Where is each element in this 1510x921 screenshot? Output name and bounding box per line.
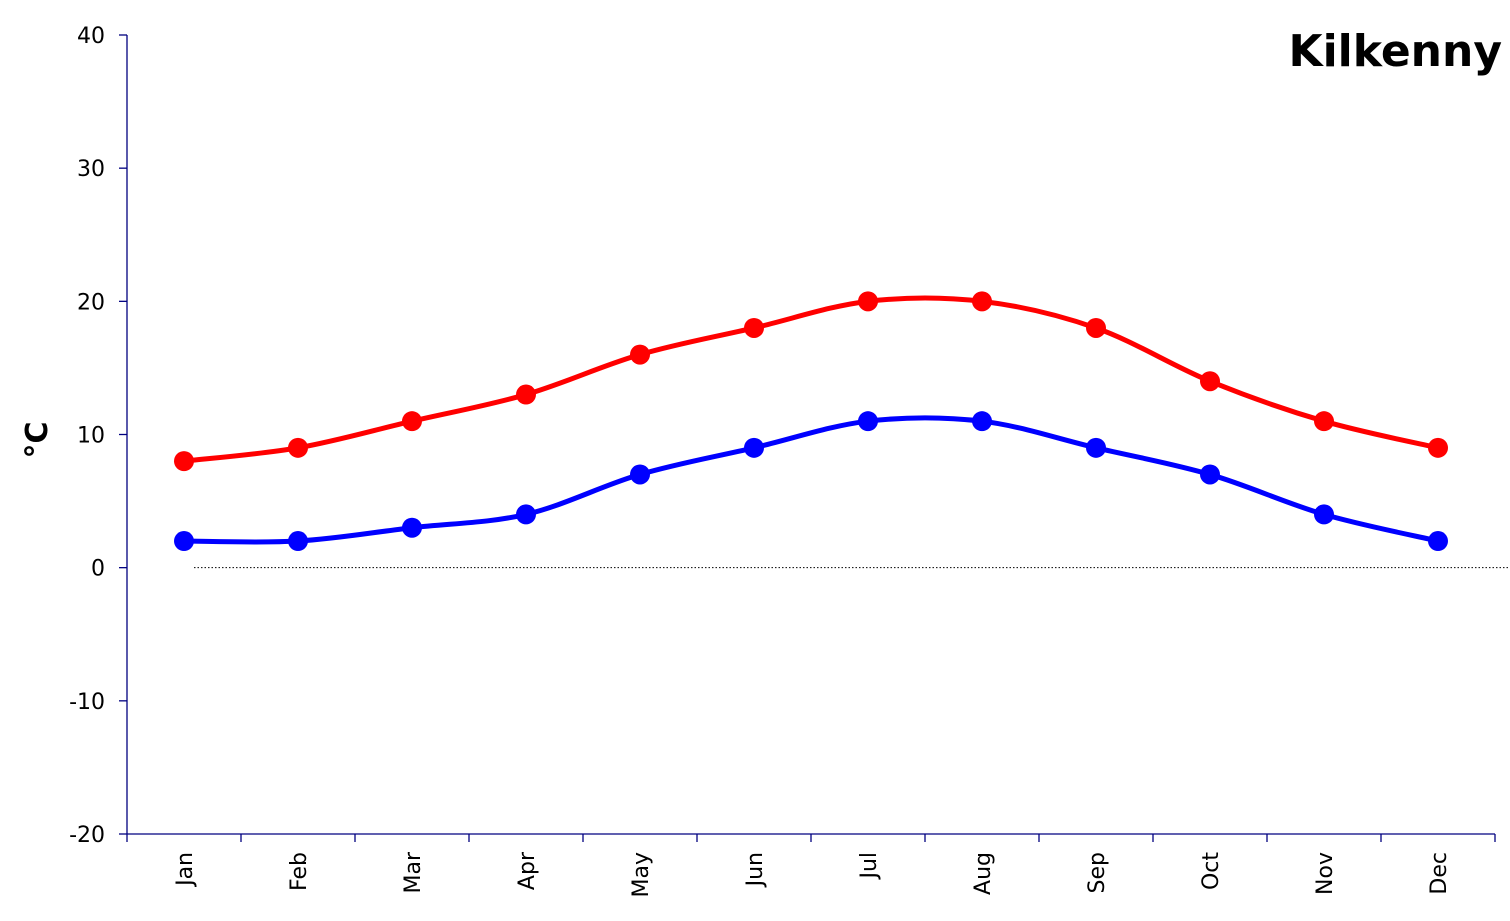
series-0 (174, 291, 1448, 472)
data-point (744, 437, 764, 458)
axes: 40 30 20 10 0 -10 -20 Jan Feb Mar Apr May Jun Jul Aug S… (69, 24, 1496, 897)
y-tick-label: 20 (77, 290, 105, 315)
y-tick-label: -20 (69, 823, 105, 848)
data-point (858, 291, 878, 312)
data-point (1428, 437, 1448, 458)
y-tick-label: 40 (77, 24, 105, 49)
data-point (516, 504, 536, 525)
data-point (1200, 371, 1220, 392)
data-point (858, 411, 878, 432)
x-tick-label: Jun (743, 852, 768, 888)
y-tick-label: 30 (77, 157, 105, 182)
series-line (181, 415, 1441, 545)
x-tick-label: Jan (173, 852, 198, 888)
data-point (972, 291, 992, 312)
data-point (288, 437, 308, 458)
data-point (1200, 464, 1220, 485)
x-tick-label: Feb (287, 852, 312, 891)
data-point (174, 531, 194, 552)
series-line (181, 295, 1441, 464)
x-tick-label: Dec (1427, 852, 1452, 895)
x-tick-label: Apr (515, 851, 540, 890)
data-point (402, 517, 422, 538)
series-layer (174, 291, 1448, 552)
data-point (288, 531, 308, 552)
x-tick-label: Oct (1199, 852, 1224, 890)
y-axis-label: °C (20, 421, 55, 458)
x-tick-label: Aug (971, 852, 996, 895)
data-point (174, 451, 194, 472)
x-tick-label: May (629, 852, 654, 897)
y-tick-label: 0 (91, 557, 105, 582)
data-point (402, 411, 422, 432)
data-point (1086, 437, 1106, 458)
x-tick-label: Nov (1313, 852, 1338, 895)
data-point (1314, 411, 1334, 432)
y-tick-label: 10 (77, 424, 105, 449)
data-point (1086, 317, 1106, 338)
x-tick-label: Mar (401, 851, 426, 893)
data-point (1314, 504, 1334, 525)
data-point (516, 384, 536, 405)
data-point (972, 411, 992, 432)
y-tick-label: -10 (69, 690, 105, 715)
chart-title: Kilkenny (1288, 26, 1502, 77)
x-tick-label: Jul (857, 852, 882, 881)
series-1 (174, 411, 1448, 552)
data-point (630, 344, 650, 365)
x-tick-label: Sep (1085, 852, 1110, 893)
data-point (1428, 531, 1448, 552)
data-point (630, 464, 650, 485)
data-point (744, 317, 764, 338)
